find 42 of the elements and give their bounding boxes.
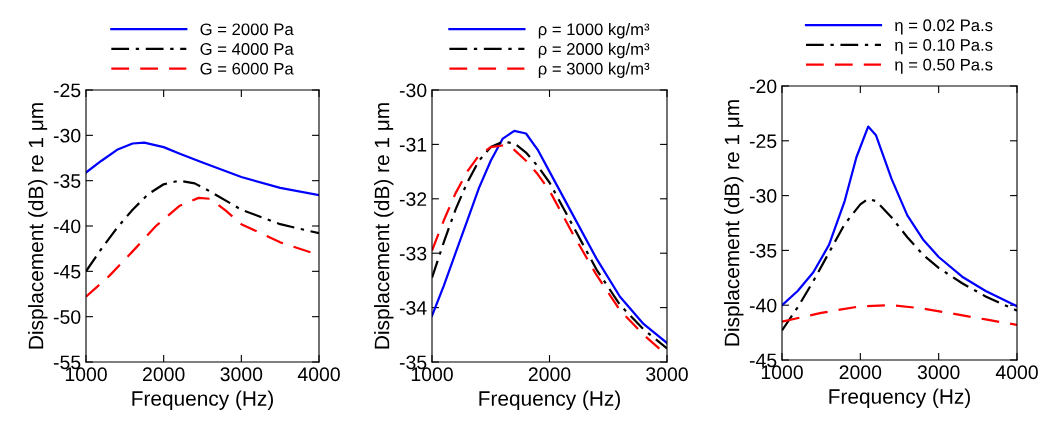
legend-label: ρ = 1000 kg/m³ — [538, 22, 650, 39]
y-tick-label: -30 — [53, 128, 81, 143]
y-tick-label: -34 — [399, 301, 427, 315]
x-tick-label: 3000 — [917, 365, 960, 380]
legend-label: η = 0.10 Pa.s — [895, 39, 993, 55]
x-tick-label: 3000 — [220, 367, 263, 382]
y-axis-title: Displacement (dB) re 1 μm — [724, 100, 744, 346]
x-tick-label: 2000 — [528, 367, 571, 382]
y-axis-title: Displacement (dB) re 1 μm — [374, 103, 394, 349]
y-axis-title: Displacement (dB) re 1 μm — [28, 103, 48, 349]
legend-label: ρ = 3000 kg/m³ — [538, 62, 650, 78]
line-series — [782, 125, 1017, 308]
y-tick-label: -40 — [53, 219, 81, 234]
x-axis-title: Frequency (Hz) — [132, 390, 273, 410]
y-tick-label: -50 — [53, 310, 81, 324]
y-tick-label: -45 — [53, 265, 81, 279]
y-tick-label: -35 — [53, 174, 81, 188]
legend-label: G = 2000 Pa — [200, 23, 294, 36]
x-tick-label: 2000 — [143, 367, 185, 382]
y-tick-label: -35 — [749, 243, 777, 258]
y-tick-label: -40 — [749, 298, 777, 313]
legend-label: ρ = 2000 kg/m³ — [538, 42, 650, 59]
legend-label: G = 4000 Pa — [200, 43, 294, 55]
legend-label: G = 6000 Pa — [200, 62, 294, 75]
x-tick-label: 3000 — [646, 367, 688, 382]
x-tick-label: 2000 — [839, 365, 882, 380]
line-series — [782, 304, 1017, 327]
line-series — [86, 141, 319, 197]
y-tick-label: -25 — [749, 134, 777, 149]
y-tick-label: -30 — [399, 83, 427, 98]
y-tick-label: -31 — [399, 137, 427, 152]
x-axis-title: Frequency (Hz) — [829, 388, 970, 408]
x-tick-label: 4000 — [297, 367, 340, 382]
legend-label: η = 0.02 Pa.s — [895, 19, 993, 35]
y-tick-label: -33 — [399, 246, 427, 261]
y-tick-label: -30 — [749, 189, 777, 203]
y-tick-label: -20 — [749, 79, 777, 94]
y-tick-label: -25 — [53, 83, 81, 98]
x-axis-title: Frequency (Hz) — [479, 390, 620, 410]
x-tick-label: 4000 — [995, 365, 1038, 380]
legend-label: η = 0.50 Pa.s — [895, 58, 993, 74]
y-tick-label: -32 — [399, 192, 427, 207]
